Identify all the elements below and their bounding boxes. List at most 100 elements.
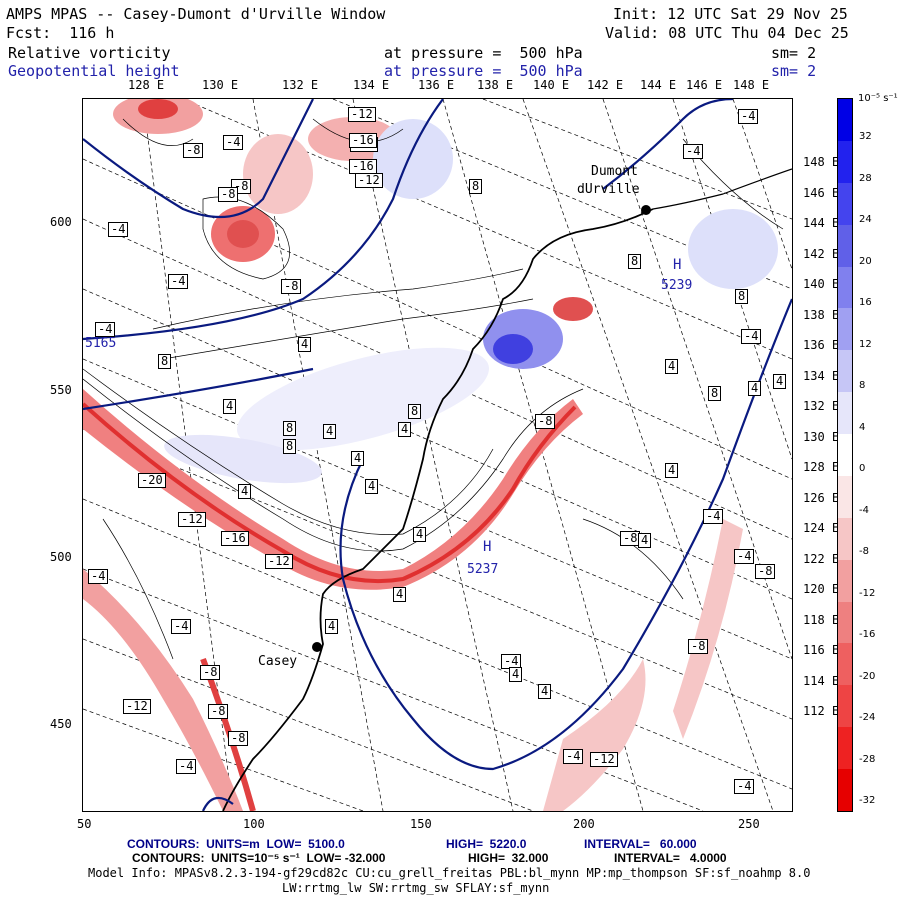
contour-label: 8 (158, 354, 172, 369)
colorbar-segment (838, 266, 852, 309)
contour-label: -8 (218, 187, 239, 202)
right-lat-tick: 118 E (803, 612, 840, 627)
vorticity-contours (83, 118, 784, 660)
contour-label: -16 (349, 133, 377, 148)
contour-label: -4 (95, 322, 116, 337)
bottom-tick: 50 (77, 817, 92, 831)
colorbar-segment (838, 392, 852, 435)
colorbar-tick: 28 (859, 172, 872, 184)
right-lat-tick: 138 E (803, 307, 840, 322)
colorbar-segment (838, 601, 852, 644)
colorbar-segment (838, 769, 852, 812)
colorbar-segment (838, 434, 852, 477)
field1-smoothing: sm= 2 (771, 44, 817, 62)
contour-label: 4 (323, 424, 337, 439)
map-panel: Dumont dUrville Casey H 5239 H 5237 5165… (82, 98, 793, 812)
left-tick: 450 (50, 717, 72, 731)
right-lat-tick: 120 E (803, 582, 840, 596)
contour-label: 4 (365, 479, 379, 494)
low-contour-value: 5165 (85, 336, 116, 351)
top-lon-tick: 130 E (202, 78, 239, 92)
contour-label: -12 (123, 699, 151, 714)
top-lon-tick: 136 E (418, 78, 455, 92)
contour-label: 4 (223, 399, 237, 414)
bottom-tick: 200 (573, 817, 595, 831)
colorbar-units: 10⁻⁵ s⁻¹ (858, 93, 898, 104)
high-value-1: 5239 (661, 278, 692, 293)
contour-label: -8 (281, 279, 302, 294)
contour-label: -4 (501, 654, 522, 669)
colorbar-tick: -32 (859, 795, 876, 806)
top-lon-tick: 142 E (587, 78, 624, 92)
colorbar-segment (838, 475, 852, 519)
right-lat-tick: 136 E (803, 338, 840, 352)
top-lon-tick: 140 E (533, 78, 570, 92)
top-lon-tick: 128 E (128, 78, 165, 92)
left-tick: 550 (50, 383, 72, 397)
right-lat-tick: 144 E (803, 216, 840, 230)
field2-name: Geopotential height (8, 62, 180, 80)
colorbar-tick: 16 (859, 297, 872, 308)
contour-label: -4 (734, 549, 755, 564)
right-lat-tick: 124 E (803, 521, 840, 535)
contour-label: 4 (665, 359, 679, 374)
colorbar-tick: -20 (859, 670, 876, 682)
top-lon-tick: 134 E (353, 78, 390, 92)
contour-label: -4 (683, 144, 704, 159)
contour-label: -4 (741, 329, 762, 344)
contour-label: -4 (738, 109, 759, 124)
contour-label: 4 (638, 533, 652, 548)
contour-label: 8 (283, 421, 297, 436)
contour-label: 8 (708, 386, 722, 401)
contour-label: -4 (703, 509, 724, 524)
high-value-2: 5237 (467, 562, 498, 577)
colorbar-segment (838, 727, 852, 770)
contour-label: 8 (283, 439, 297, 454)
contour-label: 4 (665, 463, 679, 478)
contour-label: 4 (393, 587, 407, 602)
top-lon-tick: 132 E (282, 78, 319, 92)
contour-label: 4 (325, 619, 339, 634)
right-lat-tick: 140 E (803, 277, 840, 291)
contour-label: 8 (628, 254, 642, 269)
station-dot-casey (312, 642, 322, 652)
colorbar-tick: 8 (859, 380, 866, 391)
right-lat-tick: 114 E (803, 673, 840, 688)
height-contours (83, 99, 792, 811)
coastline (222, 208, 654, 811)
footer-vort-high: HIGH= 32.000 (468, 851, 549, 865)
right-lat-tick: 132 E (803, 399, 840, 413)
colorbar-segment (838, 182, 852, 226)
contour-label: -4 (108, 222, 129, 237)
left-tick: 500 (50, 550, 72, 564)
high-symbol-2: H (483, 539, 491, 555)
colorbar-tick: 0 (859, 463, 866, 474)
colorbar-tick: -4 (859, 504, 869, 516)
contour-label: -8 (200, 665, 221, 680)
right-lat-tick: 130 E (803, 429, 840, 444)
colorbar-tick: -24 (859, 712, 876, 723)
contour-label: -16 (349, 159, 377, 174)
field2-smoothing: sm= 2 (771, 62, 817, 80)
coastline-east (652, 168, 792, 210)
top-lon-tick: 148 E (733, 78, 770, 92)
contour-label: 4 (509, 667, 523, 682)
contour-label: 4 (748, 381, 762, 396)
valid-time: Valid: 08 UTC Thu 04 Dec 25 (605, 24, 849, 42)
footer-model-info: Model Info: MPASv8.2.3-194-gf29cd82c CU:… (88, 866, 811, 880)
contour-label: -4 (176, 759, 197, 774)
colorbar (837, 98, 853, 812)
contour-label: -8 (183, 143, 204, 158)
contour-label: 4 (238, 484, 252, 499)
right-lat-tick: 148 E (803, 155, 840, 169)
station-label-dumont: Dumont (591, 164, 638, 179)
contour-label: 4 (413, 527, 427, 542)
plot-title: AMPS MPAS -- Casey-Dumont d'Urville Wind… (6, 5, 386, 23)
contour-label: 4 (351, 451, 365, 466)
right-lat-tick: 116 E (803, 643, 840, 657)
colorbar-tick: -12 (859, 587, 876, 599)
top-lon-tick: 144 E (640, 78, 677, 92)
contour-label: -12 (178, 512, 206, 527)
field1-level: at pressure = 500 hPa (384, 44, 583, 62)
colorbar-segment (838, 517, 852, 561)
